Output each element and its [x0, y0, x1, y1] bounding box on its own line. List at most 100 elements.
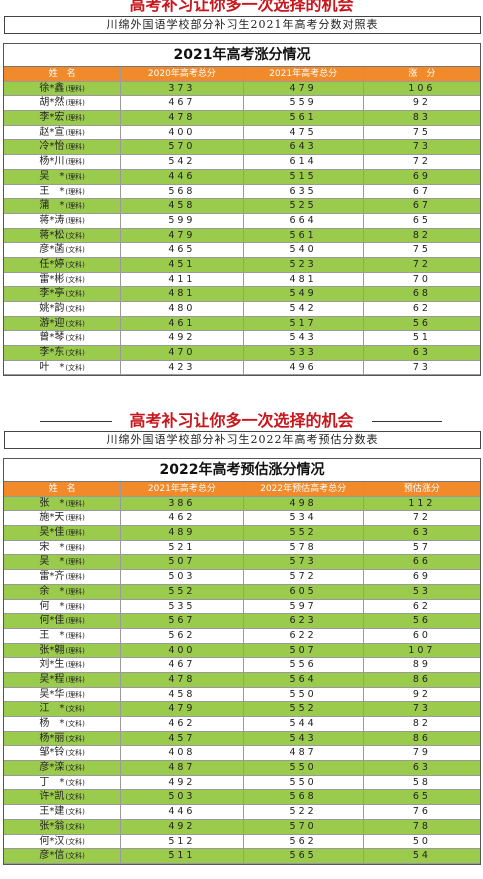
table-row: 姚*韵(文科) 480 542 62 — [4, 302, 480, 317]
prev-score-cell: 503 — [121, 570, 244, 584]
new-score-cell: 552 — [244, 702, 364, 716]
prev-score-cell: 458 — [121, 199, 244, 213]
prev-score-cell: 457 — [121, 731, 244, 746]
prev-score-cell: 542 — [121, 155, 244, 169]
subtitle-2022: 川绵外国语学校部分补习生2022年高考预估分数表 — [4, 431, 481, 449]
gain-cell: 56 — [412, 615, 431, 627]
gain-cell: 62 — [412, 600, 431, 612]
gain-cell: 58 — [412, 776, 431, 788]
table-row: 李*亭(文科) 481 549 68 — [4, 287, 480, 302]
col-header-est-gain: 预估涨分 — [403, 484, 440, 494]
gain-cell: 73 — [412, 361, 431, 373]
prev-score-cell: 570 — [121, 140, 244, 155]
student-name: 彦*滦 — [39, 762, 65, 774]
new-score-cell: 562 — [244, 834, 364, 849]
new-score-cell: 540 — [244, 243, 364, 257]
new-score-cell: 496 — [244, 360, 364, 375]
track-label: (理科) — [65, 202, 85, 211]
table-header-row: 姓 名 2020年高考总分 2021年高考总分 涨 分 — [4, 67, 480, 82]
table-row: 张*翁(文科) 492 570 78 — [4, 819, 480, 835]
gain-cell: 82 — [412, 229, 431, 241]
student-name: 江 * — [39, 703, 65, 715]
banner-title-2022: 高考补习让你多一次选择的机会 — [129, 411, 354, 430]
prev-score-cell: 446 — [121, 169, 244, 184]
gain-cell: 73 — [412, 703, 431, 715]
new-score-cell: 622 — [244, 628, 364, 643]
table-row: 杨*丽(文科) 457 543 86 — [4, 731, 480, 747]
student-name: 余 * — [39, 585, 65, 597]
gain-cell: 57 — [412, 541, 431, 553]
student-name: 胡*然 — [39, 97, 65, 109]
prev-score-cell: 408 — [121, 746, 244, 761]
prev-score-cell: 470 — [121, 346, 244, 360]
gain-cell: 54 — [412, 850, 431, 862]
student-cell: 彦*滦(文科) — [4, 761, 122, 775]
table-row: 何 *(理科) 535 597 62 — [4, 599, 480, 615]
student-name: 王 * — [39, 629, 65, 641]
new-score-cell: 542 — [244, 302, 364, 316]
track-label: (理科) — [65, 158, 85, 167]
new-score-cell: 507 — [244, 643, 364, 658]
table-row: 丁 *(文科) 492 550 58 — [4, 775, 480, 791]
table-row: 雷*齐(理科) 503 572 69 — [4, 570, 480, 585]
track-label: (理科) — [65, 99, 85, 108]
col-header-new-score: 2021年高考总分 — [244, 67, 364, 81]
track-label: (文科) — [65, 334, 85, 343]
track-label: (文科) — [65, 319, 85, 328]
new-score-cell: 578 — [244, 540, 364, 555]
new-score-cell: 550 — [244, 687, 364, 702]
track-label: (文科) — [65, 246, 85, 255]
track-label: (文科) — [65, 363, 85, 372]
prev-score-cell: 489 — [121, 526, 244, 540]
track-label: (理科) — [65, 587, 85, 596]
prev-score-cell: 458 — [121, 687, 244, 702]
new-score-cell: 533 — [244, 346, 364, 360]
gain-cell: 65 — [412, 214, 431, 226]
gain-cell: 73 — [412, 141, 431, 153]
track-label: (文科) — [65, 808, 85, 817]
prev-score-cell: 400 — [121, 125, 244, 140]
new-score-cell: 543 — [244, 331, 364, 346]
gain-cell: 76 — [412, 806, 431, 818]
prev-score-cell: 467 — [121, 658, 244, 672]
gain-cell: 78 — [412, 820, 431, 832]
table-title-2021: 2021年高考涨分情况 — [4, 44, 480, 67]
new-score-cell: 561 — [244, 228, 364, 243]
student-cell: 任*婷(文科) — [4, 257, 122, 272]
new-score-cell: 525 — [244, 199, 364, 213]
track-label: (理科) — [65, 84, 85, 93]
gain-cell: 92 — [412, 97, 431, 109]
table-row: 何*佳(理科) 567 623 56 — [4, 614, 480, 629]
track-label: (理科) — [65, 617, 85, 626]
table-row: 吴*程(理科) 478 564 86 — [4, 672, 480, 688]
table-row: 游*迎(文科) 461 517 56 — [4, 316, 480, 332]
student-cell: 张 *(理科) — [4, 496, 122, 511]
gain-cell: 75 — [412, 126, 431, 138]
prev-score-cell: 462 — [121, 717, 244, 731]
student-name: 吴 * — [39, 556, 65, 568]
score-table-2021: 2021年高考涨分情况 姓 名 2020年高考总分 2021年高考总分 涨 分 … — [3, 43, 481, 377]
student-cell: 李*东(文科) — [4, 346, 122, 360]
new-score-cell: 623 — [244, 614, 364, 628]
gain-cell: 86 — [412, 673, 431, 685]
student-name: 张*翱 — [39, 644, 65, 656]
student-name: 何 * — [39, 600, 65, 612]
prev-score-cell: 567 — [121, 614, 244, 628]
track-label: (文科) — [65, 734, 85, 743]
new-score-cell: 552 — [244, 526, 364, 540]
student-name: 何*佳 — [39, 615, 65, 627]
table-body-2022: 张 *(理科) 386 498 112 施*天(理科) 462 534 72 吴*佳(理科) 48… — [4, 496, 480, 864]
table-row: 许*凯(文科) 503 568 65 — [4, 790, 480, 806]
prev-score-cell: 478 — [121, 672, 244, 687]
prev-score-cell: 465 — [121, 243, 244, 257]
track-label: (理科) — [65, 661, 85, 670]
table-row: 叶 *(文科) 423 496 73 — [4, 360, 480, 376]
student-cell: 蒋*涛(理科) — [4, 213, 122, 228]
prev-score-cell: 535 — [121, 599, 244, 614]
track-label: (文科) — [65, 305, 85, 313]
student-cell: 徐*鑫(理科) — [4, 81, 122, 96]
table-row: 李*东(文科) 470 533 63 — [4, 346, 480, 361]
subtitle-2021: 川绵外国语学校部分补习生2021年高考分数对照表 — [4, 16, 481, 34]
new-score-cell: 475 — [244, 125, 364, 140]
student-name: 许*凯 — [39, 791, 65, 803]
